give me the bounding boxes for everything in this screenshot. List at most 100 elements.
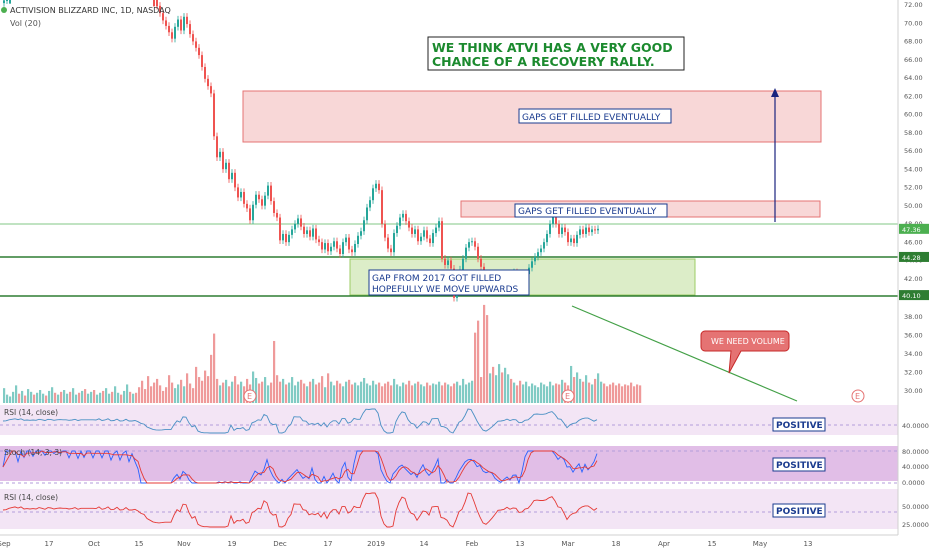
volume-bar [54,392,57,403]
volume-bar [348,379,351,403]
candle [312,224,314,241]
volume-tick: 38.00 [904,313,923,321]
candle [567,228,569,246]
volume-bar [9,396,12,403]
candle [195,37,197,52]
volume-bar [468,382,471,403]
volume-bar [441,385,444,403]
volume-bar [549,381,552,403]
x-tick: Apr [658,540,670,548]
volume-bar [132,393,135,403]
candle [342,238,344,258]
candle [597,225,599,234]
volume-bar [558,384,561,403]
volume-bar [201,380,204,403]
volume-bar [591,384,594,403]
volume-bar [630,382,633,403]
volume-bar [72,388,75,403]
earnings-marker[interactable]: E [851,389,865,403]
candle [564,223,566,236]
candle [420,233,422,245]
candle [216,132,218,161]
rsi-panel-2-bg [0,489,898,529]
candle [393,229,395,256]
volume-tick: 30.00 [904,387,923,395]
volume-bar [387,381,390,403]
candle [336,237,338,253]
candle [363,216,365,235]
candle [165,16,167,30]
volume-bar [552,385,555,403]
stoch-k-line [2,449,598,485]
volume-bar [498,364,501,403]
price-tick: 68.00 [904,38,923,46]
candle [423,226,425,241]
volume-bar [75,394,78,403]
volume-bar [150,386,153,403]
price-tick: 58.00 [904,129,923,137]
volume-bar [210,354,213,403]
volume-bar [93,390,96,403]
candle [549,220,551,238]
volume-bar [327,373,330,403]
volume-bar [618,383,621,403]
volume-bar [162,390,165,403]
volume-bar [186,373,189,403]
volume-bar [366,383,369,403]
volume-bar [276,375,279,403]
volume-bar [306,386,309,403]
candle [543,238,545,253]
volume-bar [96,394,99,403]
volume-bar [207,376,210,403]
earnings-marker[interactable]: E [243,389,257,403]
volume-bar [159,385,162,403]
rsi1-badge-box [772,417,826,432]
volume-bar [84,389,87,403]
volume-bar [126,384,129,403]
volume-bar [219,385,222,403]
svg-text:E: E [855,392,860,401]
candle [237,183,239,202]
volume-bar [363,377,366,403]
volume-bar [579,378,582,403]
volume-bar [111,391,114,403]
volume-tick: 34.00 [904,350,923,358]
stoch-label: Stoch (14, 3, 3) [4,448,62,457]
volume-bar [393,378,396,403]
volume-bar [213,333,216,403]
candle [348,233,350,254]
candle [9,0,11,4]
volume-bar [42,393,45,403]
candle [345,233,347,246]
volume-bar [315,384,318,403]
gap-top-label: GAPS GET FILLED EVENTUALLY [522,113,661,123]
candle [261,195,263,210]
volume-bar [240,381,243,403]
volume-bar [285,384,288,403]
candle [594,225,596,234]
volume-bar [99,392,102,403]
volume-bar [372,380,375,403]
candle [186,13,188,28]
volume-bar [510,378,513,403]
headline-line-2: CHANCE OF A RECOVERY RALLY. [432,54,655,69]
earnings-marker[interactable]: E [561,389,575,403]
rsi1-label: RSI (14, close) [4,408,58,417]
volume-bar [621,386,624,403]
volume-axis: 38.00 36.00 34.00 32.00 30.00 [904,313,923,395]
volume-bar [543,384,546,403]
candle [399,213,401,230]
gap-mid-label: GAPS GET FILLED EVENTUALLY [518,207,657,217]
volume-bar [3,388,6,403]
stoch-tick: 80.0000 [902,448,929,456]
volume-bar [417,381,420,403]
candle [240,188,242,202]
candle [177,15,179,31]
candle [273,197,275,217]
gap-mid-label-box [514,203,668,218]
candle [285,230,287,246]
candle [291,225,293,239]
candle [315,224,317,244]
rsi2-badge: POSITIVE [776,507,823,517]
